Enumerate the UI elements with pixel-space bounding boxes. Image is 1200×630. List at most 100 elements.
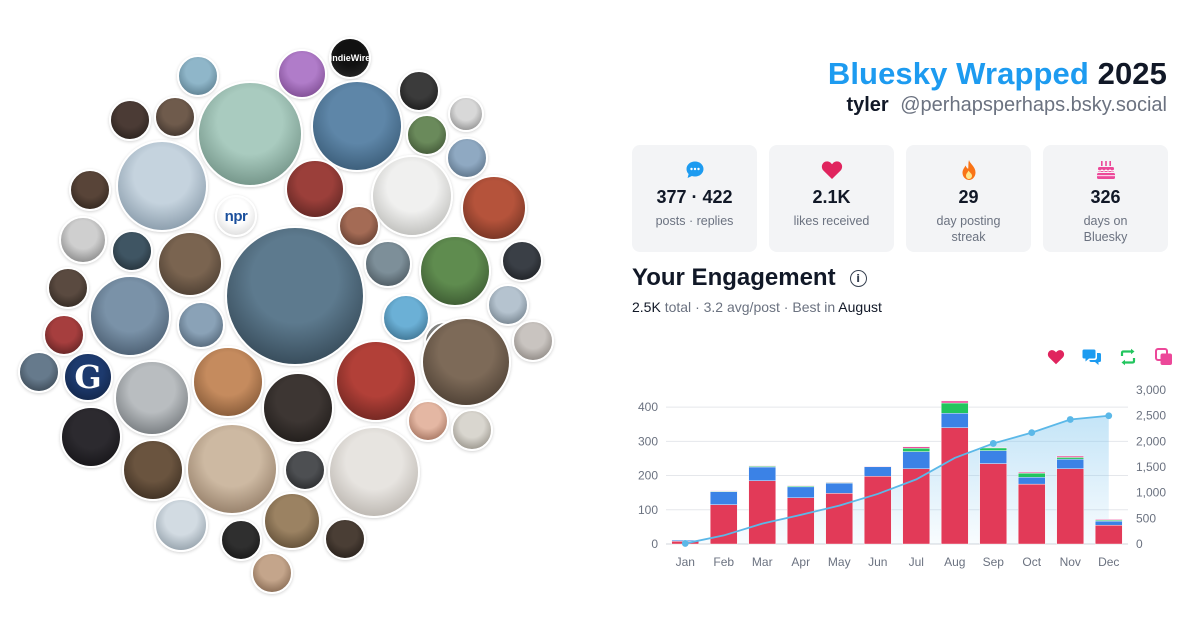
avatar[interactable] (114, 360, 190, 436)
avatar[interactable] (324, 518, 366, 560)
reply-icon[interactable] (1082, 347, 1102, 367)
avatar[interactable] (186, 423, 278, 515)
avatar[interactable] (154, 498, 208, 552)
avatar[interactable] (43, 314, 85, 356)
avatar[interactable] (111, 230, 153, 272)
bar-segment-3[interactable] (941, 402, 969, 414)
avatar[interactable] (364, 240, 412, 288)
bar-segment-4[interactable] (710, 490, 738, 492)
bar-segment-2[interactable] (1056, 458, 1084, 469)
y2-tick-label: 3,000 (1136, 383, 1166, 397)
avatar[interactable] (421, 317, 511, 407)
avatar[interactable] (371, 155, 453, 237)
avatar[interactable] (338, 205, 380, 247)
avatar[interactable] (116, 140, 208, 232)
avatar[interactable] (262, 372, 334, 444)
bar-segment-1[interactable] (941, 427, 969, 545)
bar-segment-3[interactable] (1018, 472, 1046, 478)
bar-segment-4[interactable] (1095, 519, 1123, 521)
avatar[interactable] (398, 70, 440, 112)
bar-segment-2[interactable] (864, 466, 892, 477)
bar-segment-2[interactable] (979, 450, 1007, 464)
bar-segment-1[interactable] (902, 468, 930, 545)
avatar[interactable] (157, 231, 223, 297)
avatar[interactable] (451, 409, 493, 451)
info-icon[interactable]: i (849, 269, 867, 287)
avatar[interactable] (60, 406, 122, 468)
avatar[interactable] (251, 552, 293, 594)
avatar[interactable] (225, 226, 365, 366)
bar-segment-2[interactable] (787, 486, 815, 499)
avatar[interactable] (448, 96, 484, 132)
engagement-total-suffix: total (664, 299, 692, 315)
heart-icon[interactable] (1046, 347, 1066, 367)
avatar[interactable] (407, 400, 449, 442)
bar-segment-4[interactable] (941, 400, 969, 404)
bar-segment-4[interactable] (748, 465, 776, 467)
bar-segment-4[interactable] (1018, 471, 1046, 474)
avatar[interactable] (177, 55, 219, 97)
avatar[interactable]: G (63, 352, 113, 402)
quote-icon[interactable] (1154, 347, 1174, 367)
bar-segment-4[interactable] (864, 466, 892, 468)
avatar[interactable] (277, 49, 327, 99)
bar-segment-3[interactable] (979, 447, 1007, 451)
chart-legend (1046, 347, 1174, 367)
bar-segment-1[interactable] (979, 463, 1007, 545)
avatar[interactable] (311, 80, 403, 172)
bar-segment-2[interactable] (902, 451, 930, 469)
avatar[interactable] (285, 159, 345, 219)
cumulative-point[interactable] (1066, 416, 1074, 423)
avatar[interactable] (109, 99, 151, 141)
avatar[interactable] (59, 216, 107, 264)
avatar[interactable] (197, 81, 303, 187)
avatar[interactable] (446, 137, 488, 179)
cumulative-point[interactable] (989, 440, 997, 447)
avatar[interactable] (328, 426, 420, 518)
avatar[interactable] (512, 320, 554, 362)
avatar[interactable] (192, 346, 264, 418)
bar-segment-1[interactable] (787, 497, 815, 545)
bar-segment-2[interactable] (941, 413, 969, 428)
cumulative-point[interactable] (1028, 429, 1036, 437)
avatar[interactable] (263, 492, 321, 550)
bar-segment-2[interactable] (748, 466, 776, 481)
avatar[interactable] (335, 340, 417, 422)
bar-segment-4[interactable] (825, 481, 853, 483)
avatar[interactable] (89, 275, 171, 357)
bar-segment-2[interactable] (1018, 477, 1046, 485)
avatar[interactable] (47, 267, 89, 309)
bar-segment-4[interactable] (787, 485, 815, 487)
bar-segment-3[interactable] (902, 447, 930, 452)
avatar[interactable] (406, 114, 448, 156)
avatar[interactable] (220, 519, 262, 561)
avatar[interactable] (177, 301, 225, 349)
bar-segment-4[interactable] (902, 446, 930, 449)
avatar[interactable] (154, 96, 196, 138)
avatar[interactable] (122, 439, 184, 501)
bar-segment-2[interactable] (1095, 520, 1123, 526)
bar-segment-1[interactable] (748, 480, 776, 545)
avatar[interactable] (69, 169, 111, 211)
avatar[interactable]: npr (215, 195, 257, 237)
repost-icon[interactable] (1118, 347, 1138, 367)
avatar[interactable] (461, 175, 527, 241)
bar-segment-3[interactable] (1056, 457, 1084, 460)
cumulative-point[interactable] (1105, 412, 1113, 420)
avatar[interactable] (284, 449, 326, 491)
bar-segment-1[interactable] (825, 493, 853, 545)
avatar[interactable]: IndieWire (329, 37, 371, 79)
bar-segment-1[interactable] (1095, 524, 1123, 545)
cumulative-point[interactable] (681, 540, 689, 547)
bar-segment-4[interactable] (1056, 455, 1084, 458)
avatar[interactable] (501, 240, 543, 282)
avatar[interactable] (382, 294, 430, 342)
bar-segment-2[interactable] (825, 482, 853, 494)
avatar[interactable] (419, 235, 491, 307)
bar-segment-1[interactable] (864, 476, 892, 545)
avatar[interactable] (18, 351, 60, 393)
bar-segment-1[interactable] (1018, 483, 1046, 545)
bar-segment-2[interactable] (710, 491, 738, 505)
avatar[interactable] (487, 284, 529, 326)
bar-segment-1[interactable] (1056, 468, 1084, 545)
